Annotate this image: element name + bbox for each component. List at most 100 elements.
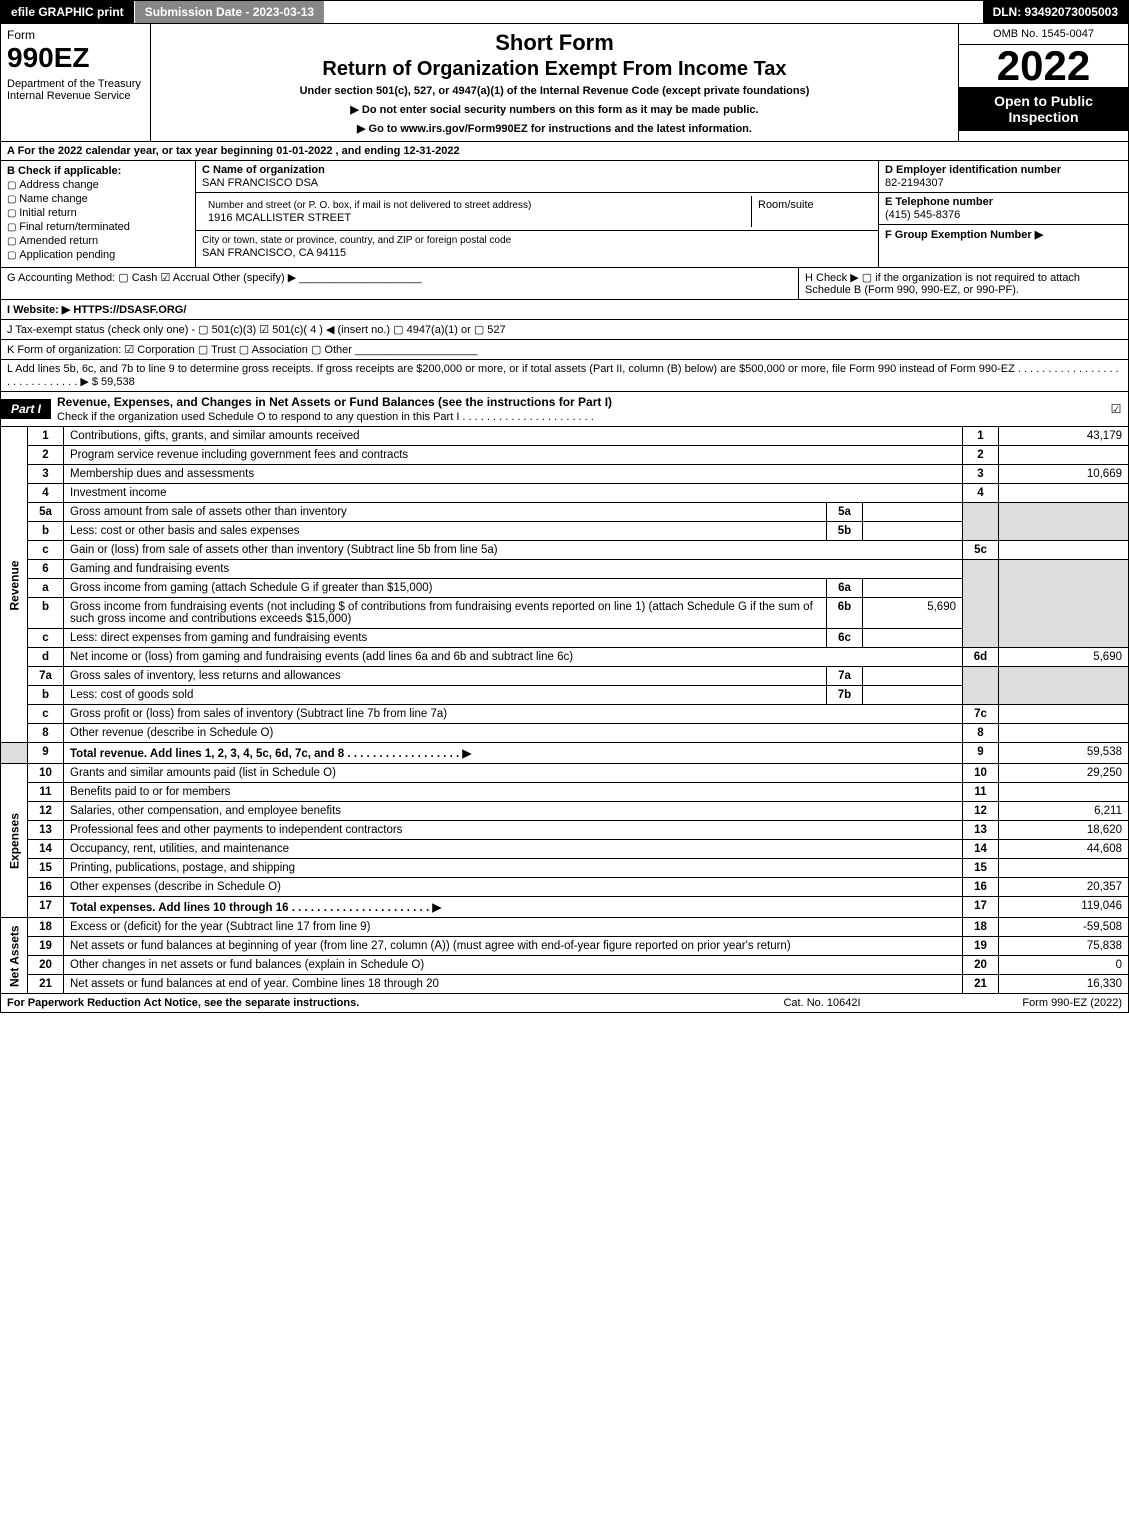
ln1-amt: 43,179	[999, 427, 1129, 446]
subtitle: Under section 501(c), 527, or 4947(a)(1)…	[157, 85, 952, 97]
part1-note: Check if the organization used Schedule …	[57, 411, 594, 423]
ln11-text: Benefits paid to or for members	[64, 783, 963, 802]
ln17-r: 17	[963, 897, 999, 918]
ln4: 4	[28, 484, 64, 503]
row-g: G Accounting Method: ▢ Cash ☑ Accrual Ot…	[1, 268, 798, 299]
ln14: 14	[28, 840, 64, 859]
check-address-change[interactable]: Address change	[7, 179, 189, 191]
ln7c: c	[28, 705, 64, 724]
ln18-amt: -59,508	[999, 918, 1129, 937]
ln6b-sa: 5,690	[863, 598, 963, 629]
ln7a: 7a	[28, 667, 64, 686]
page-footer: For Paperwork Reduction Act Notice, see …	[0, 994, 1129, 1013]
ln10: 10	[28, 764, 64, 783]
ln5a-text: Gross amount from sale of assets other t…	[64, 503, 827, 522]
ln16-amt: 20,357	[999, 878, 1129, 897]
ln2-r: 2	[963, 446, 999, 465]
footer-mid: Cat. No. 10642I	[722, 997, 922, 1009]
row-l: L Add lines 5b, 6c, and 7b to line 9 to …	[0, 360, 1129, 392]
suite-label: Room/suite	[758, 199, 814, 211]
ln6d-r: 6d	[963, 648, 999, 667]
ln11: 11	[28, 783, 64, 802]
check-final-return[interactable]: Final return/terminated	[7, 221, 189, 233]
ln17: 17	[28, 897, 64, 918]
ln2-amt	[999, 446, 1129, 465]
ln7c-r: 7c	[963, 705, 999, 724]
ln5a-s: 5a	[827, 503, 863, 522]
ln9-text: Total revenue. Add lines 1, 2, 3, 4, 5c,…	[64, 743, 963, 764]
col-b: B Check if applicable: Address change Na…	[1, 161, 196, 267]
topbar-spacer	[324, 1, 982, 23]
ln7b-s: 7b	[827, 686, 863, 705]
ln6b: b	[28, 598, 64, 629]
ln5ab-gray-amt	[999, 503, 1129, 541]
check-amended-return[interactable]: Amended return	[7, 235, 189, 247]
street-value: 1916 MCALLISTER STREET	[208, 212, 745, 224]
row-j: J Tax-exempt status (check only one) - ▢…	[0, 320, 1129, 340]
ln7ab-gray-amt	[999, 667, 1129, 705]
side-expenses: Expenses	[1, 764, 28, 918]
ln6b-s: 6b	[827, 598, 863, 629]
check-application-pending[interactable]: Application pending	[7, 249, 189, 261]
ln9-r: 9	[963, 743, 999, 764]
check-name-change[interactable]: Name change	[7, 193, 189, 205]
ln18-text: Excess or (deficit) for the year (Subtra…	[64, 918, 963, 937]
ln1: 1	[28, 427, 64, 446]
submission-date: Submission Date - 2023-03-13	[135, 1, 324, 23]
ln21-r: 21	[963, 975, 999, 994]
note2: ▶ Go to www.irs.gov/Form990EZ for instru…	[157, 122, 952, 135]
ln19: 19	[28, 937, 64, 956]
ln3: 3	[28, 465, 64, 484]
group-exempt-label: F Group Exemption Number ▶	[885, 229, 1043, 241]
ln11-r: 11	[963, 783, 999, 802]
ln4-r: 4	[963, 484, 999, 503]
ln5a: 5a	[28, 503, 64, 522]
tel-value: (415) 545-8376	[885, 209, 1122, 221]
ln6c-sa	[863, 629, 963, 648]
ln14-r: 14	[963, 840, 999, 859]
ln6b-text: Gross income from fundraising events (no…	[64, 598, 827, 629]
ln7b: b	[28, 686, 64, 705]
ln13-amt: 18,620	[999, 821, 1129, 840]
ln12-amt: 6,211	[999, 802, 1129, 821]
side-revenue: Revenue	[1, 427, 28, 743]
org-name: SAN FRANCISCO DSA	[202, 177, 872, 189]
ln5c-text: Gain or (loss) from sale of assets other…	[64, 541, 963, 560]
ln5b-s: 5b	[827, 522, 863, 541]
efile-button[interactable]: efile GRAPHIC print	[1, 1, 135, 23]
ln7c-amt	[999, 705, 1129, 724]
title2: Return of Organization Exempt From Incom…	[157, 58, 952, 81]
ln6c-text: Less: direct expenses from gaming and fu…	[64, 629, 827, 648]
tel-label: E Telephone number	[885, 196, 993, 208]
ln2-text: Program service revenue including govern…	[64, 446, 963, 465]
ln15: 15	[28, 859, 64, 878]
ln9-amt: 59,538	[999, 743, 1129, 764]
form-number: 990EZ	[7, 42, 144, 74]
open-public: Open to Public Inspection	[959, 87, 1128, 131]
form-header: Form 990EZ Department of the Treasury In…	[0, 24, 1129, 142]
ln10-text: Grants and similar amounts paid (list in…	[64, 764, 963, 783]
ln8-r: 8	[963, 724, 999, 743]
check-initial-return[interactable]: Initial return	[7, 207, 189, 219]
ln7a-s: 7a	[827, 667, 863, 686]
ln20: 20	[28, 956, 64, 975]
ln7c-text: Gross profit or (loss) from sales of inv…	[64, 705, 963, 724]
footer-left: For Paperwork Reduction Act Notice, see …	[7, 997, 722, 1009]
ln6d-amt: 5,690	[999, 648, 1129, 667]
header-mid: Short Form Return of Organization Exempt…	[151, 24, 958, 141]
ln16: 16	[28, 878, 64, 897]
ln5b-text: Less: cost or other basis and sales expe…	[64, 522, 827, 541]
city-label: City or town, state or province, country…	[202, 235, 511, 246]
ln5b: b	[28, 522, 64, 541]
part1-title-text: Revenue, Expenses, and Changes in Net As…	[57, 395, 612, 409]
ln2: 2	[28, 446, 64, 465]
tel-block: E Telephone number (415) 545-8376	[879, 193, 1128, 225]
city-value: SAN FRANCISCO, CA 94115	[202, 247, 872, 259]
tax-year: 2022	[959, 45, 1128, 87]
part1-title: Revenue, Expenses, and Changes in Net As…	[51, 392, 1104, 426]
ln5b-sa	[863, 522, 963, 541]
part1-check[interactable]: ☑	[1104, 402, 1128, 416]
ln15-r: 15	[963, 859, 999, 878]
ln8-amt	[999, 724, 1129, 743]
row-a: A For the 2022 calendar year, or tax yea…	[0, 142, 1129, 161]
